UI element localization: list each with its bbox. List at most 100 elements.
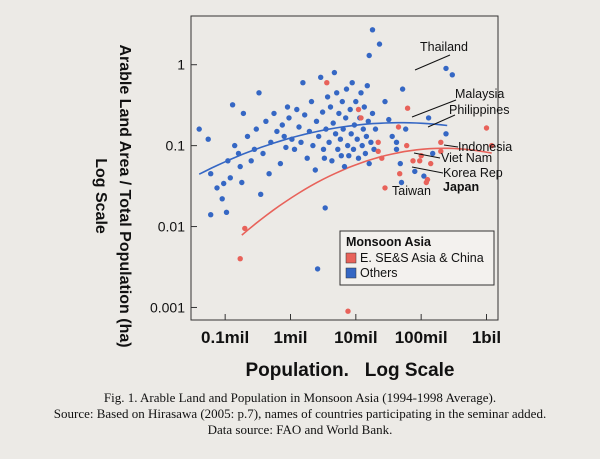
data-point: [353, 98, 359, 105]
data-point: [334, 90, 340, 96]
data-point: [320, 146, 327, 152]
data-point: [412, 168, 418, 175]
data-point: [326, 139, 332, 145]
data-point: [304, 155, 310, 161]
data-point: [300, 80, 306, 86]
data-point: [443, 131, 449, 137]
data-point: [329, 158, 335, 164]
data-point: [355, 106, 362, 113]
data-point: [244, 133, 251, 140]
data-point: [438, 139, 444, 145]
label-philippines: Philippines: [449, 103, 509, 117]
data-point: [348, 131, 354, 137]
data-point: [364, 83, 370, 89]
data-point: [361, 104, 367, 110]
data-point: [310, 142, 316, 149]
x-tick-label: 10mil: [334, 328, 377, 347]
data-point: [386, 116, 392, 123]
data-point: [369, 27, 376, 33]
data-point: [284, 104, 291, 110]
data-point: [397, 171, 403, 177]
data-point: [346, 153, 352, 159]
data-point: [268, 139, 274, 145]
data-point: [371, 146, 377, 152]
data-point: [323, 126, 329, 132]
leader-line-philippines: [427, 114, 456, 128]
data-point: [319, 109, 326, 115]
y-tick-label: 0.1: [166, 138, 186, 154]
data-point: [369, 110, 376, 117]
data-point: [324, 94, 331, 100]
data-point: [489, 142, 495, 149]
data-point: [360, 126, 366, 132]
data-point: [483, 125, 490, 131]
legend: Monsoon Asia E. SE&S Asia & China Others: [339, 230, 495, 286]
data-point: [313, 118, 320, 125]
data-point: [271, 110, 277, 117]
data-point: [214, 185, 220, 191]
data-point: [316, 133, 322, 140]
trend-line: [241, 147, 492, 236]
data-point: [340, 126, 346, 132]
data-point: [359, 142, 365, 149]
data-point: [237, 256, 243, 262]
data-point: [375, 139, 381, 145]
data-point: [339, 98, 345, 105]
data-point: [363, 133, 370, 140]
data-point: [376, 41, 383, 47]
y-tick-label: 1: [177, 57, 185, 73]
country-annotations: Thailand Malaysia Philippines Indonesia …: [392, 40, 512, 198]
data-point: [449, 72, 455, 78]
data-point: [404, 105, 411, 111]
x-tick-label: 1bil: [472, 328, 501, 347]
data-point: [379, 155, 385, 161]
x-tick-label: 100mil: [395, 328, 448, 347]
data-point: [366, 160, 372, 167]
data-point: [232, 142, 238, 149]
data-point: [332, 131, 339, 137]
data-point: [358, 115, 364, 121]
data-point: [397, 160, 403, 167]
x-axis: 0.1mil 1mil 10mil 100mil 1bil: [201, 314, 501, 347]
legend-label-others: Others: [360, 266, 398, 280]
data-point: [312, 167, 318, 173]
data-point: [398, 179, 405, 186]
data-point: [428, 160, 434, 167]
data-point: [240, 110, 247, 117]
data-point: [296, 124, 302, 130]
data-point: [221, 180, 227, 187]
data-point: [424, 176, 431, 183]
data-point: [358, 90, 364, 96]
data-point: [345, 308, 351, 314]
data-point: [248, 158, 254, 164]
data-point: [281, 133, 287, 140]
data-point: [341, 163, 348, 170]
data-point: [235, 150, 242, 157]
data-point: [355, 155, 362, 161]
y-axis: 1 0.1 0.01 0.001: [150, 57, 197, 315]
legend-swatch-others: [345, 267, 357, 279]
y-tick-label: 0.001: [150, 299, 185, 315]
data-point: [337, 136, 344, 142]
label-malaysia: Malaysia: [455, 87, 504, 101]
data-point: [338, 153, 344, 159]
x-tick-label: 1mil: [273, 328, 307, 347]
data-point: [308, 98, 315, 105]
data-point: [343, 115, 349, 121]
data-point: [331, 69, 338, 76]
data-point: [289, 136, 295, 142]
data-point: [417, 158, 423, 164]
data-point: [208, 212, 214, 218]
label-thailand: Thailand: [420, 40, 468, 54]
data-point: [389, 133, 395, 140]
data-point: [362, 150, 369, 157]
data-point: [196, 126, 202, 132]
y-tick-label: 0.01: [158, 219, 185, 235]
data-point: [208, 171, 214, 177]
data-point: [274, 128, 280, 135]
data-point: [395, 124, 402, 130]
label-korea-rep: Korea Rep: [443, 166, 503, 180]
legend-title: Monsoon Asia: [346, 235, 432, 249]
data-point: [382, 185, 388, 191]
